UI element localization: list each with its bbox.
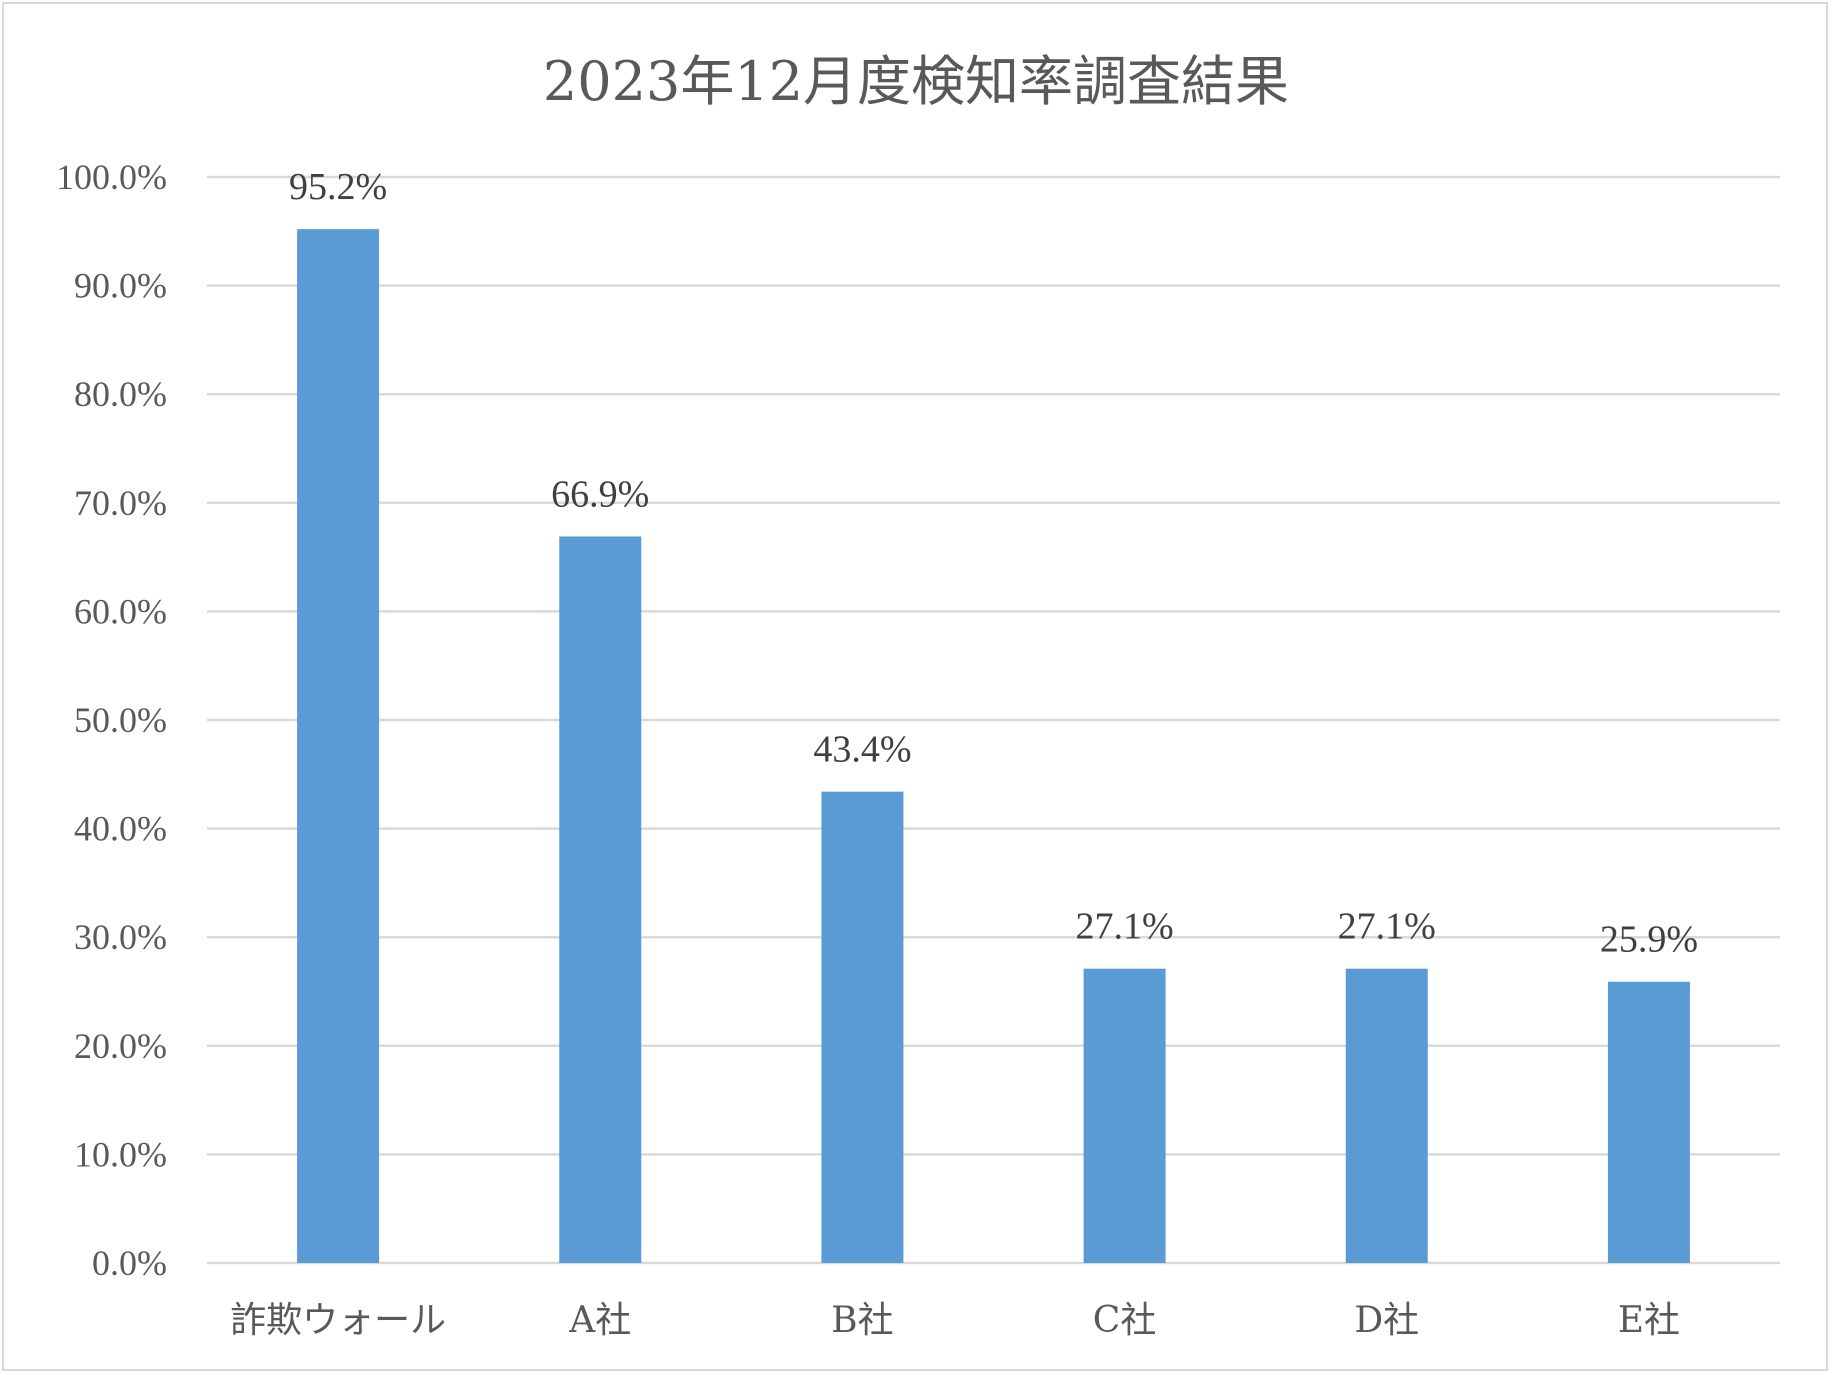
category-label: D社 [1354,1300,1419,1341]
data-label: 27.1% [1076,906,1174,948]
category-label: B社 [831,1300,893,1341]
category-label: 詐欺ウォール [230,1300,446,1341]
y-tick-label: 0.0% [92,1243,167,1283]
y-tick-label: 10.0% [74,1134,167,1174]
data-label: 27.1% [1338,906,1436,948]
y-tick-label: 80.0% [74,374,167,414]
y-tick-label: 20.0% [74,1026,167,1066]
bar [559,536,642,1263]
bar [821,791,904,1263]
x-axis-category-labels: 詐欺ウォール A社 B社 C社 D社 E社 [230,1300,1680,1341]
data-label: 95.2% [289,166,387,208]
bar [297,229,380,1263]
category-label: A社 [568,1300,631,1341]
bars [297,229,1690,1263]
y-axis-tick-labels: 0.0% 10.0% 20.0% 30.0% 40.0% 50.0% 60.0% 70.0% 8… [56,157,167,1283]
y-tick-label: 40.0% [74,809,167,849]
data-labels: 95.2% 66.9% 43.4% 27.1% 27.1% 25.9% [289,166,1698,961]
gridlines [207,175,1780,1265]
y-tick-label: 100.0% [56,157,167,197]
y-tick-label: 50.0% [74,700,167,740]
y-tick-label: 90.0% [74,266,167,306]
y-tick-label: 30.0% [74,917,167,957]
y-tick-label: 70.0% [74,483,167,523]
bar [1345,968,1428,1263]
bar [1607,981,1690,1263]
y-tick-label: 60.0% [74,591,167,631]
data-label: 66.9% [551,473,649,515]
data-label: 25.9% [1600,919,1698,961]
category-label: E社 [1618,1300,1680,1341]
chart-title: 2023年12月度検知率調査結果 [543,50,1289,113]
bar [1083,968,1166,1263]
data-label: 43.4% [813,729,911,771]
category-label: C社 [1093,1300,1157,1341]
